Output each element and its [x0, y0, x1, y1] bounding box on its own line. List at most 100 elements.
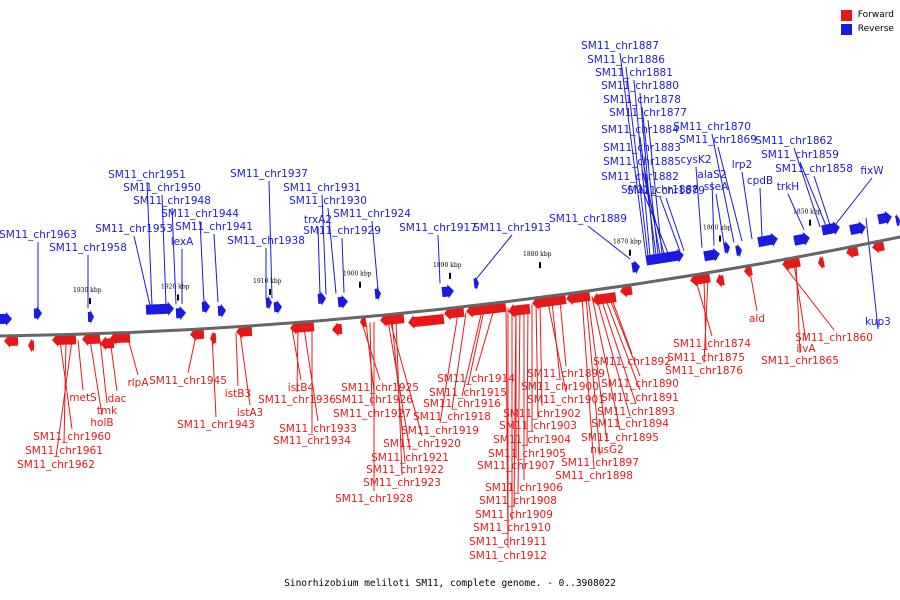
legend-item-reverse: Reverse [840, 22, 894, 36]
gene-label: SM11_chr1892 [593, 356, 671, 368]
gene-label: SM11_chr1891 [601, 392, 679, 404]
gene-label: SM11_chr1961 [25, 445, 103, 457]
reverse-gene-arrow [821, 221, 840, 236]
gene-label: SM11_chr1870 [673, 121, 751, 133]
reverse-gene-arrow [849, 221, 866, 235]
label-connector [513, 306, 517, 508]
gene-label: SM11_chr1930 [289, 195, 367, 207]
forward-gene-arrow [28, 338, 35, 353]
label-connector [595, 295, 631, 417]
label-connector [559, 300, 567, 367]
label-connector [799, 161, 827, 226]
label-connector [321, 194, 327, 295]
label-connector [461, 310, 483, 397]
gene-label: SM11_chr1915 [429, 387, 507, 399]
label-connector [711, 133, 735, 243]
label-connector [539, 303, 543, 407]
forward-gene-arrow [100, 336, 115, 351]
gene-label: SM11_chr1958 [49, 242, 127, 254]
legend-item-forward: Forward [840, 8, 894, 22]
gene-label: SM11_chr1910 [473, 522, 551, 534]
gene-label: SM11_chr1905 [488, 448, 566, 460]
gene-label: SM11_chr1929 [303, 225, 381, 237]
gene-label: SM11_chr1908 [479, 495, 557, 507]
label-connector [695, 280, 713, 337]
label-connector [603, 294, 641, 391]
gene-label: SM11_chr1962 [17, 459, 95, 471]
forward-gene-arrow [508, 303, 531, 318]
label-connector [127, 338, 139, 376]
gene-label: SM11_chr1914 [437, 373, 515, 385]
label-connector [327, 207, 337, 294]
tick-label: 1860 kbp [703, 225, 732, 232]
gene-label: SM11_chr1879 [627, 185, 705, 197]
gene-label: lexA [171, 236, 194, 248]
label-connector [795, 263, 801, 354]
legend-label-reverse: Reverse [857, 24, 894, 34]
label-connector [749, 271, 758, 312]
gene-label: nusG2 [590, 444, 624, 456]
gene-label: SM11_chr1963 [0, 229, 77, 241]
reverse-gene-arrow [723, 240, 730, 255]
label-connector [371, 220, 379, 290]
gene-label: SM11_chr1877 [609, 107, 687, 119]
gene-label: lrp2 [732, 159, 753, 171]
gene-label: SM11_chr1889 [549, 213, 627, 225]
label-connector [641, 168, 665, 254]
gene-label: SM11_chr1884 [601, 124, 679, 136]
reverse-gene-arrow [703, 247, 720, 262]
reverse-gene-arrow [265, 295, 272, 310]
label-connector [89, 339, 103, 416]
gene-label: istB4 [288, 382, 315, 394]
label-connector [526, 305, 529, 447]
gene-label: SM11_chr1902 [503, 408, 581, 420]
gene-label: istA3 [237, 407, 263, 419]
label-connector [77, 340, 84, 391]
gene-label: SM11_chr1936 [258, 394, 336, 406]
label-connector [317, 226, 321, 295]
gene-label: SM11_chr1945 [149, 375, 227, 387]
gene-label: SM11_chr1928 [335, 493, 413, 505]
gene-label: trkH [777, 181, 799, 193]
reverse-gene-arrow [793, 231, 810, 246]
gene-label: fixW [860, 165, 884, 177]
reverse-gene-arrow [337, 294, 348, 309]
label-connector [703, 278, 709, 364]
gene-label: SM11_chr1909 [475, 509, 553, 521]
gene-label: holB [90, 417, 113, 429]
label-connector [291, 328, 302, 381]
label-connector [187, 335, 197, 374]
gene-label: SM11_chr1875 [667, 352, 745, 364]
label-connector [535, 303, 539, 419]
reverse-gene-arrow [217, 303, 226, 318]
reverse-gene-arrow [735, 243, 742, 258]
label-connector [783, 265, 835, 331]
label-connector [591, 296, 621, 431]
forward-gene-arrow [210, 331, 217, 346]
label-connector [547, 302, 567, 393]
gene-label: cpdB [747, 175, 773, 187]
label-connector [659, 196, 681, 252]
gene-label: SM11_chr1953 [95, 223, 173, 235]
label-connector [467, 310, 485, 386]
gene-label: SM11_chr1860 [795, 332, 873, 344]
gene-label: SM11_chr1894 [591, 418, 669, 430]
label-connector [133, 235, 151, 306]
label-connector [865, 217, 879, 330]
legend-label-forward: Forward [857, 10, 894, 20]
reverse-gene-arrow [473, 276, 479, 291]
label-connector [619, 52, 647, 257]
label-connector [296, 328, 299, 393]
gene-label: SM11_chr1931 [283, 182, 361, 194]
gene-label: trxA2 [304, 214, 332, 226]
label-connector [711, 181, 715, 246]
gene-label: SM11_chr1907 [477, 460, 555, 472]
gene-label: SM11_chr1859 [761, 149, 839, 161]
gene-label: SM11_chr1906 [485, 482, 563, 494]
label-connector [365, 322, 375, 393]
gene-label: SM11_chr1950 [123, 182, 201, 194]
gene-label: rlpA [127, 377, 149, 389]
reverse-gene-arrow [33, 306, 42, 321]
